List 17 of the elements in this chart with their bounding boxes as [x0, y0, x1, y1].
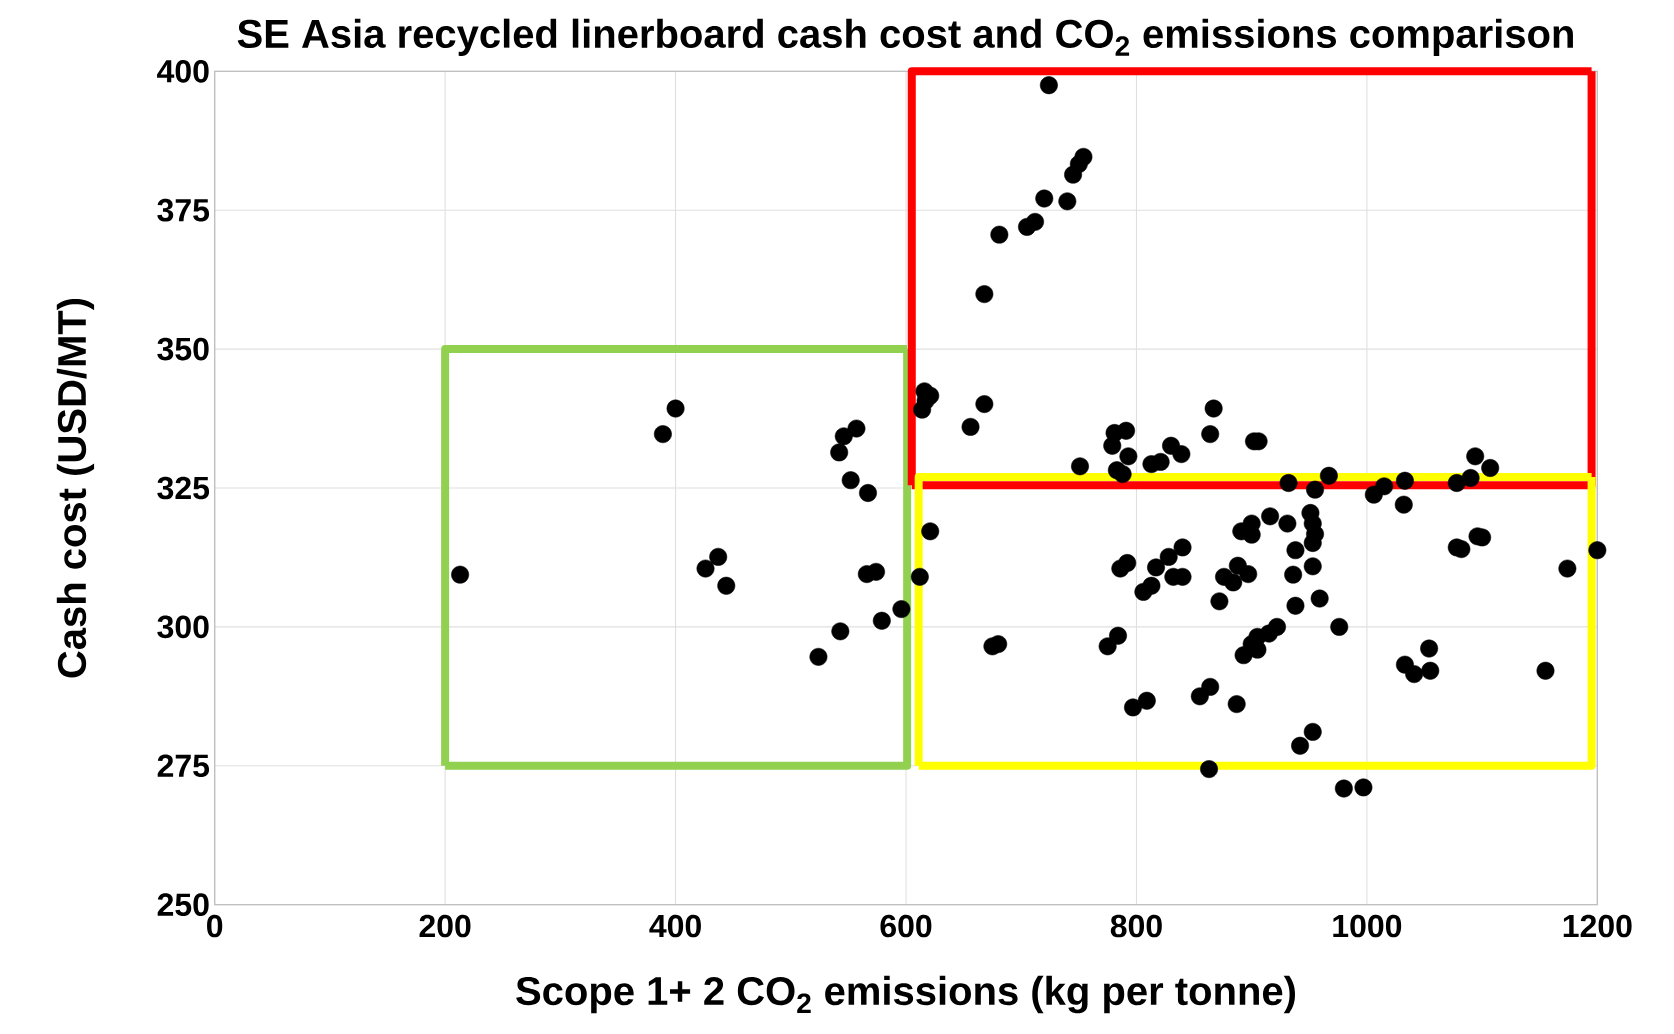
- y-tick-label: 400: [157, 60, 209, 83]
- x-tick-label: 0: [207, 914, 223, 938]
- y-tick-label: 350: [157, 337, 209, 361]
- x-tick-label: 800: [1110, 914, 1162, 938]
- x-axis-title: Scope 1+ 2 CO$_{2}$ emissions (kg per tonne): [516, 975, 1295, 1014]
- x-tick-label: 200: [419, 914, 471, 938]
- x-tick-label: 600: [880, 914, 932, 938]
- x-tick-label: 1000: [1333, 914, 1402, 938]
- y-tick-label: 325: [157, 476, 210, 500]
- y-axis-title: Cash cost (USD/MT): [56, 298, 95, 678]
- y-tick-label: 250: [157, 893, 209, 916]
- y-tick-label: 300: [157, 615, 209, 639]
- x-tick-label: 400: [649, 914, 701, 938]
- y-tick-label: 375: [157, 198, 210, 222]
- y-tick-label: 275: [157, 754, 210, 778]
- x-tick-label: 1200: [1563, 914, 1632, 938]
- chart-title: SE Asia recycled linerboard cash cost and CO$_{2}$ emissions comparison: [237, 18, 1573, 56]
